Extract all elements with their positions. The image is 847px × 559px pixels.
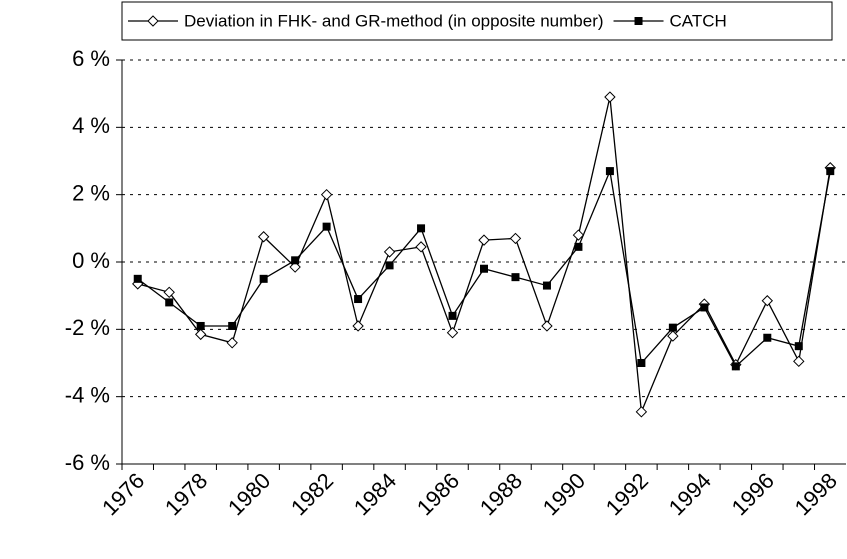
marker	[668, 323, 677, 332]
marker	[478, 234, 490, 246]
marker	[446, 326, 459, 339]
marker	[761, 295, 774, 307]
marker	[793, 355, 805, 368]
x-tick-label: 1986	[412, 468, 464, 520]
marker	[572, 229, 585, 241]
marker	[226, 337, 238, 349]
y-tick-label: -4 %	[65, 382, 110, 407]
y-tick-label: 0 %	[72, 248, 110, 273]
marker	[385, 261, 394, 270]
marker	[480, 264, 488, 273]
marker	[291, 256, 300, 265]
x-tick-label: 1990	[538, 468, 590, 520]
marker	[574, 242, 583, 251]
y-tick-label: 4 %	[72, 113, 110, 138]
marker	[320, 188, 333, 201]
y-tick-label: 2 %	[72, 180, 110, 205]
x-tick-label: 1984	[349, 468, 401, 520]
marker	[634, 17, 643, 25]
marker	[604, 91, 616, 103]
x-tick-label: 1988	[475, 468, 527, 520]
x-tick-label: 1976	[97, 468, 149, 520]
marker	[257, 231, 270, 243]
x-tick-label: 1982	[286, 468, 338, 520]
marker	[763, 333, 772, 342]
marker	[731, 362, 740, 371]
marker	[352, 320, 364, 332]
marker	[165, 298, 174, 307]
legend-box	[121, 1, 833, 41]
marker	[794, 342, 803, 351]
y-tick-label: -2 %	[65, 315, 110, 340]
marker	[700, 303, 709, 312]
legend-label: Deviation in FHK- and GR-method (in oppo…	[184, 11, 604, 30]
x-tick-label: 1992	[601, 468, 653, 520]
marker	[322, 222, 331, 231]
x-tick-label: 1978	[160, 468, 212, 520]
marker	[194, 328, 207, 341]
y-tick-label: 6 %	[72, 46, 110, 71]
marker	[163, 286, 175, 299]
marker	[383, 246, 396, 258]
marker	[147, 15, 159, 27]
marker	[509, 232, 522, 245]
marker	[542, 281, 551, 290]
marker	[826, 167, 835, 176]
marker	[605, 167, 614, 176]
legend-label: CATCH	[670, 11, 727, 30]
marker	[196, 321, 205, 330]
x-tick-label: 1994	[664, 468, 716, 520]
series-line	[137, 96, 831, 413]
marker	[417, 224, 426, 233]
marker	[259, 274, 268, 283]
marker	[635, 406, 648, 418]
marker	[415, 241, 427, 253]
marker	[289, 261, 301, 273]
y-tick-label: -6 %	[65, 450, 110, 475]
x-tick-label: 1998	[790, 468, 842, 520]
marker	[637, 359, 646, 367]
marker	[511, 273, 520, 282]
marker	[667, 330, 679, 342]
x-tick-label: 1980	[223, 468, 275, 520]
marker	[228, 321, 237, 330]
marker	[541, 320, 553, 332]
marker	[133, 274, 142, 283]
x-tick-label: 1996	[727, 468, 779, 520]
marker	[354, 295, 363, 304]
marker	[448, 311, 457, 320]
